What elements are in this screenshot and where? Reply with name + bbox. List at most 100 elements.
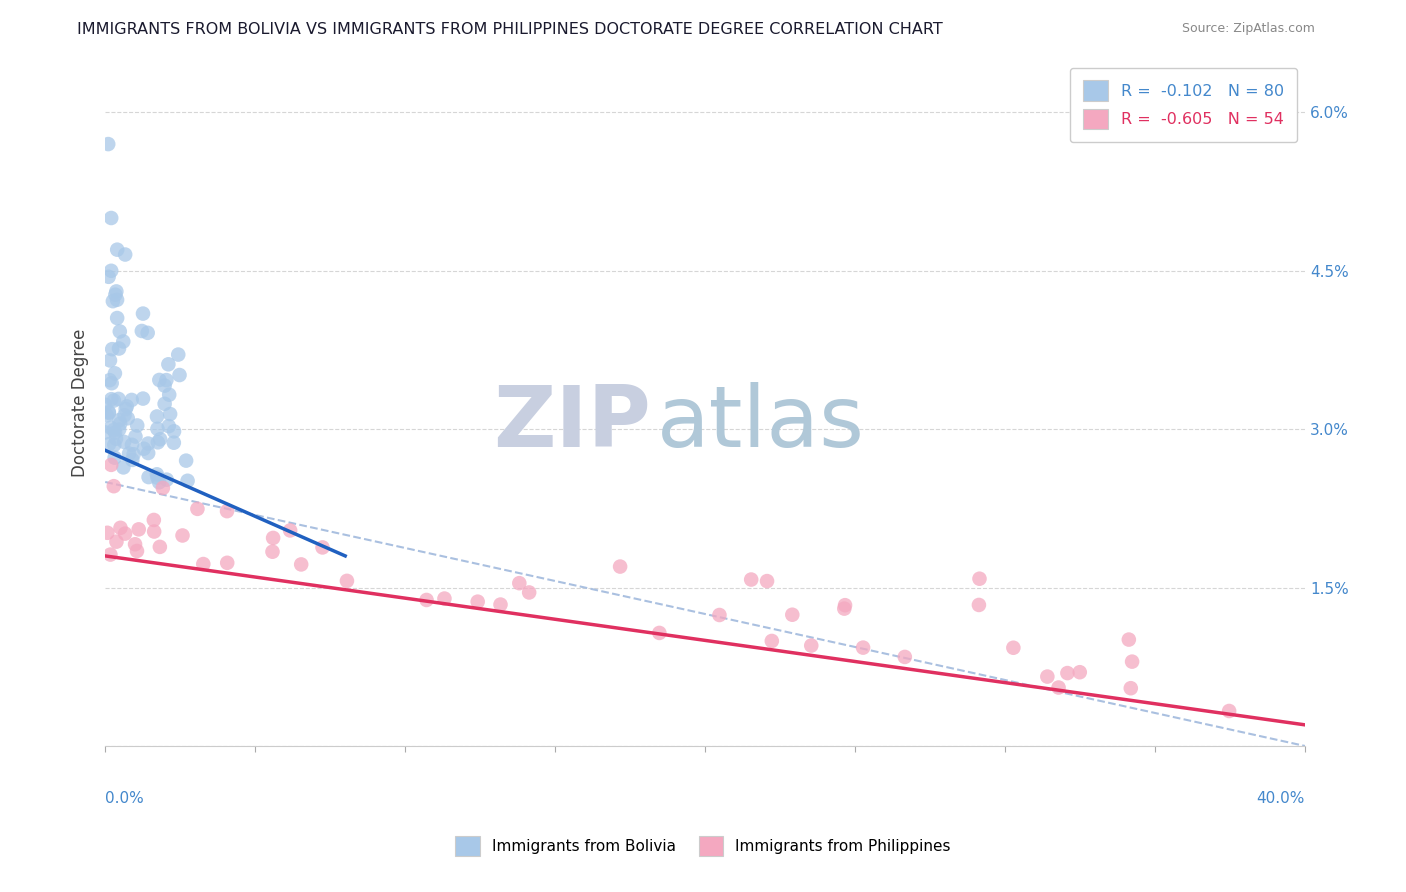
Point — [1002, 640, 1025, 655]
Point — [100, 458, 122, 472]
Point — [97, 405, 120, 419]
Point — [415, 593, 437, 607]
Point — [94, 425, 117, 440]
Point — [103, 438, 125, 452]
Point — [709, 607, 731, 622]
Point — [104, 287, 127, 301]
Point — [97, 137, 120, 152]
Point — [108, 423, 131, 437]
Point — [121, 438, 143, 452]
Text: 0.0%: 0.0% — [105, 790, 143, 805]
Point — [311, 541, 333, 555]
Point — [146, 435, 169, 450]
Point — [278, 524, 301, 538]
Point — [648, 626, 671, 640]
Point — [128, 522, 150, 536]
Point — [105, 293, 128, 307]
Point — [96, 525, 118, 540]
Point — [146, 422, 169, 436]
Point — [108, 342, 131, 356]
Point — [508, 576, 530, 591]
Point — [108, 413, 131, 427]
Point — [834, 598, 856, 612]
Point — [103, 393, 125, 408]
Point — [157, 419, 180, 434]
Point — [1069, 665, 1091, 680]
Point — [114, 526, 136, 541]
Point — [336, 574, 359, 588]
Point — [167, 348, 190, 362]
Point — [832, 601, 855, 615]
Point — [1056, 666, 1078, 681]
Point — [146, 409, 169, 424]
Point — [169, 368, 191, 382]
Point — [101, 342, 124, 356]
Point — [100, 420, 122, 434]
Point — [262, 531, 284, 545]
Point — [149, 432, 172, 446]
Point — [121, 392, 143, 407]
Point — [148, 373, 170, 387]
Point — [186, 501, 208, 516]
Point — [1118, 632, 1140, 647]
Point — [108, 417, 131, 431]
Point — [967, 598, 990, 612]
Point — [104, 450, 127, 465]
Point — [100, 548, 122, 562]
Point — [969, 572, 991, 586]
Point — [152, 481, 174, 495]
Point — [105, 243, 128, 257]
Point — [163, 425, 186, 439]
Point — [114, 409, 136, 423]
Point — [112, 460, 135, 475]
Point — [136, 326, 159, 340]
Point — [105, 285, 128, 299]
Point — [756, 574, 779, 588]
Point — [157, 388, 180, 402]
Point — [159, 407, 181, 421]
Point — [163, 435, 186, 450]
Point — [118, 446, 141, 460]
Point — [174, 453, 197, 467]
Point — [100, 264, 122, 278]
Point — [517, 585, 540, 599]
Point — [131, 324, 153, 338]
Point — [101, 294, 124, 309]
Point — [105, 534, 128, 549]
Point — [115, 400, 138, 414]
Point — [132, 307, 155, 321]
Point — [107, 392, 129, 406]
Point — [143, 524, 166, 539]
Point — [122, 447, 145, 461]
Point — [782, 607, 804, 622]
Point — [108, 325, 131, 339]
Point — [136, 446, 159, 460]
Point — [96, 409, 118, 423]
Point — [98, 373, 121, 387]
Point — [94, 398, 117, 412]
Point — [761, 634, 783, 648]
Point — [467, 595, 489, 609]
Point — [489, 598, 512, 612]
Point — [153, 397, 176, 411]
Point — [138, 470, 160, 484]
Point — [852, 640, 875, 655]
Point — [125, 544, 148, 558]
Point — [149, 540, 172, 554]
Point — [157, 357, 180, 371]
Point — [1119, 681, 1142, 696]
Legend: R =  -0.102   N = 80, R =  -0.605   N = 54: R = -0.102 N = 80, R = -0.605 N = 54 — [1070, 68, 1298, 142]
Point — [1036, 670, 1059, 684]
Point — [104, 367, 127, 381]
Point — [124, 537, 146, 551]
Point — [156, 473, 179, 487]
Point — [132, 442, 155, 456]
Point — [97, 269, 120, 284]
Point — [740, 573, 762, 587]
Text: IMMIGRANTS FROM BOLIVIA VS IMMIGRANTS FROM PHILIPPINES DOCTORATE DEGREE CORRELAT: IMMIGRANTS FROM BOLIVIA VS IMMIGRANTS FR… — [77, 22, 943, 37]
Point — [1218, 704, 1240, 718]
Y-axis label: Doctorate Degree: Doctorate Degree — [72, 328, 89, 477]
Point — [290, 558, 312, 572]
Point — [98, 437, 121, 451]
Point — [100, 211, 122, 225]
